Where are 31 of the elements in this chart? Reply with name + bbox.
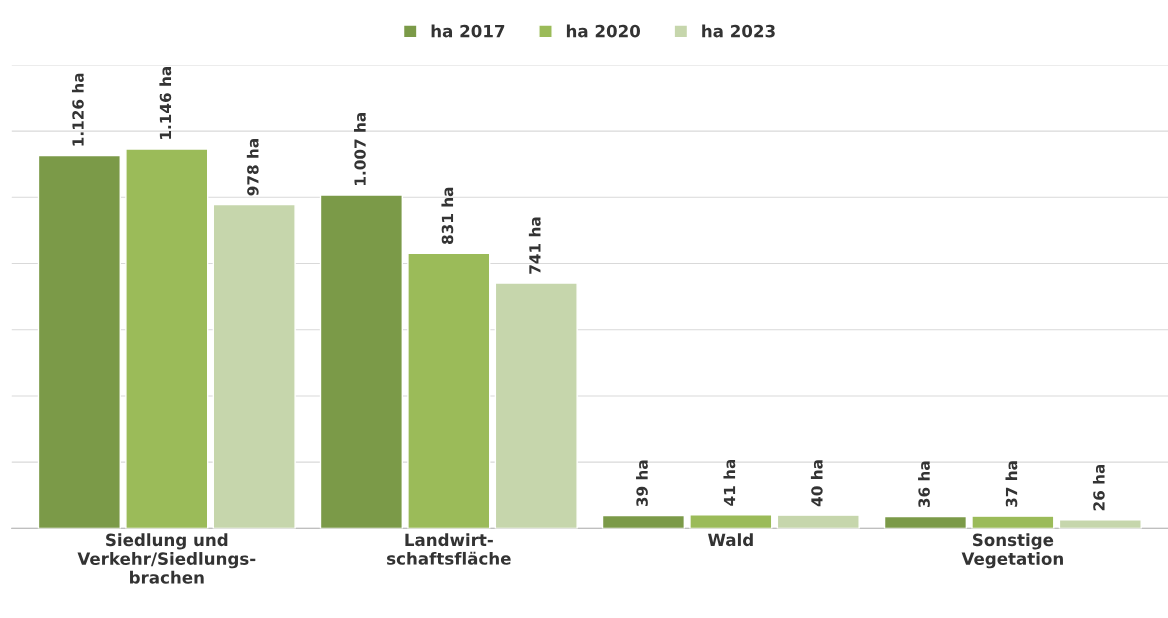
bar bbox=[494, 282, 578, 529]
data-label: 41 ha bbox=[723, 459, 736, 506]
data-label: 1.126 ha bbox=[71, 73, 84, 146]
data-label: 1.007 ha bbox=[354, 113, 366, 185]
data-label: 40 ha bbox=[810, 460, 823, 507]
bar bbox=[37, 154, 121, 529]
x-tick-label: Landwirt- schaftsfläche bbox=[387, 533, 511, 565]
data-label: 36 ha bbox=[918, 461, 930, 508]
legend-label: ha 2017 bbox=[431, 24, 505, 38]
bar bbox=[689, 514, 773, 529]
data-label: 39 ha bbox=[636, 460, 648, 507]
bar bbox=[319, 194, 403, 529]
legend-label: ha 2020 bbox=[566, 24, 641, 38]
data-label: 37 ha bbox=[1005, 461, 1018, 507]
data-label: 26 ha bbox=[1092, 464, 1105, 511]
bar bbox=[1058, 519, 1142, 529]
bar bbox=[971, 515, 1055, 529]
legend-label: ha 2023 bbox=[702, 24, 775, 38]
bar bbox=[601, 514, 686, 529]
data-label: 1.146 ha bbox=[159, 67, 172, 139]
bar bbox=[125, 148, 209, 529]
bar bbox=[407, 252, 491, 529]
x-tick-label: Wald bbox=[708, 533, 753, 547]
bar bbox=[776, 514, 860, 529]
bar bbox=[883, 515, 968, 529]
x-tick-label: Siedlung und Verkehr/Siedlungs- brachen bbox=[77, 533, 256, 584]
bar bbox=[212, 203, 296, 529]
x-tick-label: Sonstige Vegetation bbox=[961, 533, 1063, 569]
data-label: 741 ha bbox=[528, 217, 541, 274]
data-label: 831 ha bbox=[441, 187, 454, 244]
data-label: 978 ha bbox=[246, 139, 259, 196]
